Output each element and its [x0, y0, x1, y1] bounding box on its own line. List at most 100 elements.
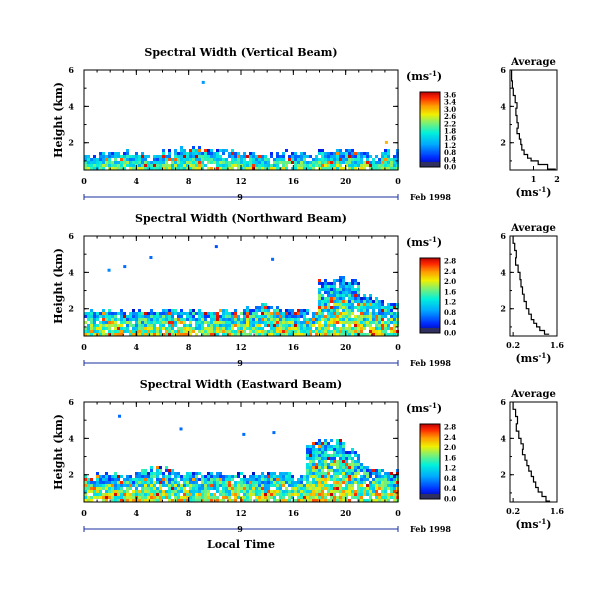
heatmap-cell: [351, 463, 354, 466]
heatmap-cell: [114, 484, 117, 487]
heatmap-cell: [381, 481, 384, 484]
heatmap-cell: [216, 321, 219, 324]
colorbar-swatch: [420, 283, 440, 285]
heatmap-cell: [105, 333, 108, 336]
heatmap-cell: [90, 481, 93, 484]
heatmap-cell: [108, 330, 111, 333]
heatmap-cell: [216, 478, 219, 481]
heatmap-cell: [87, 330, 90, 333]
heatmap-cell: [336, 303, 339, 306]
heatmap-cell: [174, 321, 177, 324]
heatmap-cell: [195, 158, 198, 161]
heatmap-cell: [318, 303, 321, 306]
heatmap-cell: [117, 327, 120, 330]
heatmap-cell: [384, 152, 387, 155]
colorbar-swatch: [420, 112, 440, 114]
heatmap-cell: [327, 315, 330, 318]
heatmap-cell: [381, 167, 384, 170]
heatmap-cell: [324, 478, 327, 481]
heatmap-cell: [270, 155, 273, 158]
colorbar-swatch: [420, 300, 440, 303]
heatmap-cell: [231, 487, 234, 490]
heatmap-cell: [126, 155, 129, 158]
heatmap-cell: [153, 324, 156, 327]
heatmap-cell: [252, 318, 255, 321]
heatmap-cell: [186, 155, 189, 158]
heatmap-cell: [306, 167, 309, 170]
heatmap-cell: [249, 152, 252, 155]
heatmap-cell: [351, 318, 354, 321]
heatmap-cell: [84, 321, 87, 324]
heatmap-cell: [105, 321, 108, 324]
heatmap-cell: [201, 324, 204, 327]
heatmap-cell: [282, 478, 285, 481]
heatmap-cell: [321, 460, 324, 463]
heatmap-cell: [243, 481, 246, 484]
heatmap-cell: [384, 321, 387, 324]
heatmap-cell: [204, 155, 207, 158]
heatmap-cell: [204, 499, 207, 502]
heatmap-cell: [357, 490, 360, 493]
colorbar-swatch: [420, 309, 440, 311]
heatmap-cell: [327, 463, 330, 466]
heatmap-cell: [318, 282, 321, 285]
heatmap-cell: [84, 484, 87, 487]
heatmap-cell: [195, 496, 198, 499]
heatmap-cell: [108, 309, 111, 312]
heatmap-cell: [141, 481, 144, 484]
heatmap-cell: [171, 324, 174, 327]
heatmap-cell: [336, 291, 339, 294]
heatmap-cell: [195, 487, 198, 490]
heatmap-cell: [276, 475, 279, 478]
colorbar-swatch: [420, 471, 440, 474]
heatmap-cell: [96, 484, 99, 487]
heatmap-cell: [237, 315, 240, 318]
heatmap-cell: [327, 318, 330, 321]
heatmap-cell: [369, 164, 372, 167]
heatmap-cell: [189, 161, 192, 164]
heatmap-cell: [378, 472, 381, 475]
heatmap-cell: [318, 445, 321, 448]
heatmap-cell: [147, 496, 150, 499]
heatmap-cell: [228, 499, 231, 502]
heatmap-cell: [252, 330, 255, 333]
heatmap-cell: [282, 312, 285, 315]
heatmap-cell: [363, 493, 366, 496]
heatmap-cell: [153, 484, 156, 487]
heatmap-cell: [327, 484, 330, 487]
heatmap-cell: [228, 152, 231, 155]
heatmap-cell: [222, 152, 225, 155]
heatmap-cell: [342, 291, 345, 294]
heatmap-cell: [84, 499, 87, 502]
heatmap-cell: [324, 306, 327, 309]
heatmap-cell: [84, 496, 87, 499]
heatmap-cell: [348, 499, 351, 502]
x-tick-label: 8: [186, 508, 192, 518]
colorbar-swatch: [420, 476, 440, 479]
heatmap-cell: [96, 312, 99, 315]
heatmap-cell: [375, 333, 378, 336]
heatmap-cell: [330, 294, 333, 297]
heatmap-cell: [210, 499, 213, 502]
colorbar-swatch: [420, 145, 440, 148]
heatmap-cell: [357, 487, 360, 490]
heatmap-cell: [309, 448, 312, 451]
heatmap-cell: [273, 475, 276, 478]
heatmap-cell: [324, 481, 327, 484]
heatmap-cell: [354, 318, 357, 321]
heatmap-cell: [342, 306, 345, 309]
heatmap-cell: [99, 493, 102, 496]
heatmap-cell: [378, 158, 381, 161]
heatmap-cell: [165, 493, 168, 496]
heatmap-cell: [243, 312, 246, 315]
heatmap-cell: [300, 487, 303, 490]
x-tick-label: 0: [395, 342, 401, 352]
colorbar-swatch: [420, 152, 440, 154]
heatmap-cell: [354, 333, 357, 336]
heatmap-cell: [351, 327, 354, 330]
heatmap-cell: [180, 146, 183, 149]
heatmap-cell: [285, 333, 288, 336]
heatmap-cell: [198, 315, 201, 318]
heatmap-cell: [345, 493, 348, 496]
heatmap-cell: [345, 285, 348, 288]
